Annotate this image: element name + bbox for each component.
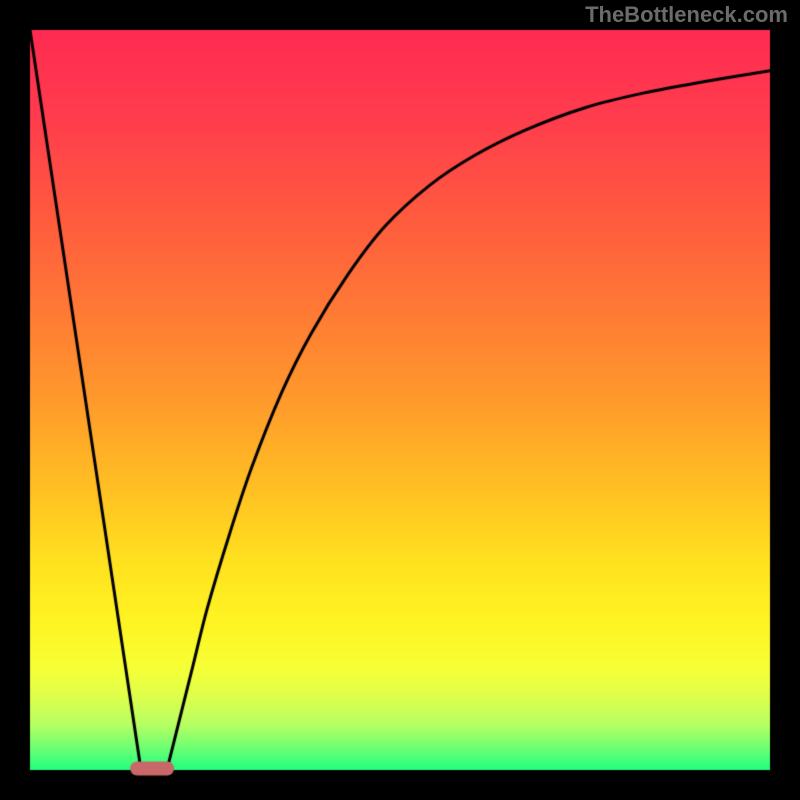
chart-container: TheBottleneck.com (0, 0, 800, 800)
watermark-text: TheBottleneck.com (585, 2, 788, 28)
bottleneck-curve-chart (0, 0, 800, 800)
